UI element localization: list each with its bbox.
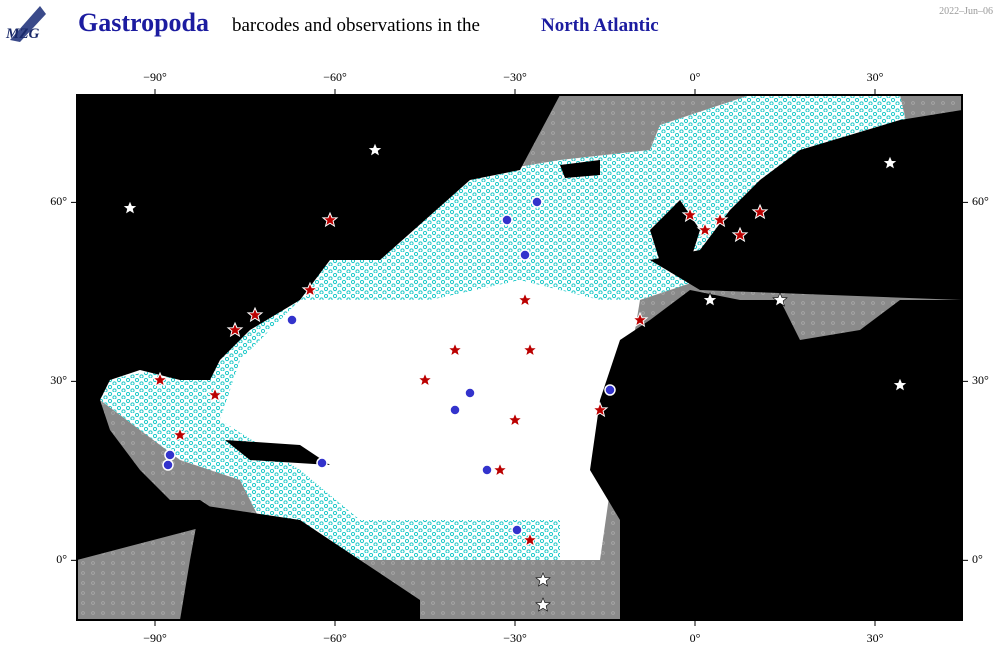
observation-records (162, 196, 616, 536)
lon-tick-label: 0° (690, 631, 701, 645)
map-area (77, 95, 962, 620)
lat-tick-label: 60° (50, 194, 67, 208)
date: 2022–Jun–06 (939, 6, 993, 17)
lon-tick-label: −90° (143, 631, 167, 645)
study-area-records (300, 95, 910, 300)
lat-tick-label: 60° (972, 194, 989, 208)
title-taxon: Gastropoda (78, 8, 209, 37)
lon-tick-label: 30° (867, 631, 884, 645)
lat-tick-label: 30° (972, 373, 989, 387)
lon-tick-label: 30° (867, 70, 884, 84)
lon-tick-label: −30° (503, 631, 527, 645)
lat-tick-label: 0° (972, 552, 983, 566)
lon-tick-label: −90° (143, 70, 167, 84)
map-frame (76, 94, 963, 621)
lon-tick-label: −30° (503, 70, 527, 84)
logo-text: MZG (5, 26, 40, 42)
title-rest: barcodes and observations in the (232, 15, 480, 36)
logo: MZG (5, 6, 46, 42)
lat-tick-label: 0° (56, 552, 67, 566)
land (77, 95, 962, 620)
title-region: North Atlantic (541, 15, 659, 36)
lat-tick-label: 30° (50, 373, 67, 387)
lon-tick-label: 0° (690, 70, 701, 84)
lon-tick-label: −60° (323, 631, 347, 645)
lon-tick-label: −60° (323, 70, 347, 84)
